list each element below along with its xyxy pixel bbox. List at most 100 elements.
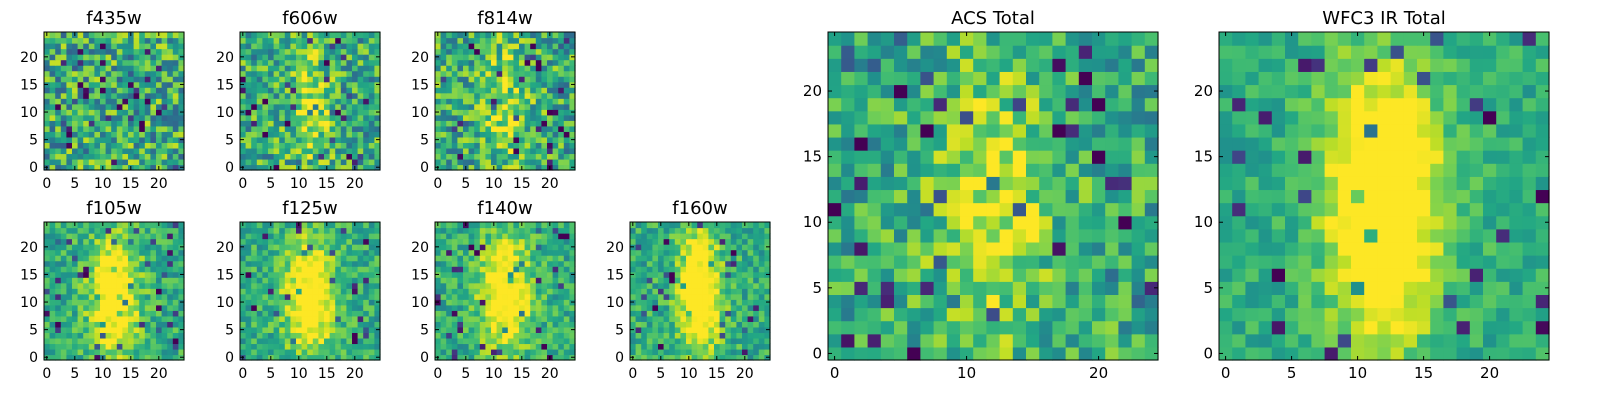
- heatmap-cell: [457, 65, 464, 72]
- heatmap-cell: [697, 293, 704, 300]
- heatmap-cell: [296, 293, 303, 300]
- heatmap-cell: [479, 43, 486, 50]
- heatmap-cell: [262, 109, 269, 116]
- heatmap-cell: [324, 244, 331, 251]
- heatmap-cell: [290, 233, 297, 240]
- heatmap-cell: [66, 120, 73, 127]
- heatmap-cell: [524, 103, 531, 110]
- heatmap-cell: [674, 244, 681, 251]
- heatmap-cell: [172, 222, 179, 229]
- heatmap-cell: [1039, 228, 1053, 243]
- heatmap-cell: [446, 37, 453, 44]
- heatmap-cell: [312, 70, 319, 77]
- heatmap-cell: [139, 131, 146, 138]
- heatmap-cell: [240, 227, 247, 234]
- heatmap-cell: [1065, 294, 1080, 309]
- heatmap-cell: [83, 293, 90, 300]
- heatmap-cell: [340, 87, 347, 94]
- heatmap-cell: [122, 266, 129, 273]
- heatmap-cell: [524, 131, 531, 138]
- heatmap-cell: [742, 255, 749, 262]
- y-tick-label: 0: [615, 350, 624, 366]
- heatmap-cell: [307, 315, 314, 322]
- heatmap-cell: [94, 293, 101, 300]
- heatmap-cell: [730, 354, 737, 361]
- heatmap-cell: [116, 54, 123, 61]
- heatmap-cell: [77, 109, 84, 116]
- heatmap-cell: [1052, 307, 1067, 322]
- heatmap-cell: [507, 103, 514, 110]
- heatmap-cell: [139, 222, 146, 229]
- heatmap-cell: [502, 92, 509, 99]
- heatmap-cell: [301, 343, 308, 350]
- heatmap-cell: [479, 244, 486, 251]
- heatmap-cell: [507, 136, 514, 143]
- heatmap-cell: [563, 37, 570, 44]
- heatmap-cell: [535, 227, 542, 234]
- heatmap-cell: [1052, 281, 1067, 295]
- heatmap-cell: [172, 76, 179, 83]
- heatmap-cell: [105, 282, 112, 289]
- heatmap-cell: [144, 114, 151, 121]
- heatmap-cell: [346, 260, 353, 267]
- heatmap-cell: [156, 109, 163, 116]
- heatmap-cell: [172, 271, 179, 278]
- heatmap-cell: [324, 282, 331, 289]
- heatmap-cell: [94, 233, 101, 240]
- heatmap-cell: [340, 244, 347, 251]
- heatmap-cell: [479, 266, 486, 273]
- heatmap-cell: [691, 249, 698, 256]
- heatmap-cell: [440, 32, 447, 39]
- heatmap-cell: [167, 332, 174, 339]
- heatmap-cell: [435, 70, 442, 77]
- heatmap-cell: [558, 81, 565, 88]
- heatmap-cell: [753, 288, 760, 295]
- heatmap-cell: [463, 87, 470, 94]
- heatmap-cell: [83, 222, 90, 229]
- heatmap-cell: [960, 268, 974, 282]
- heatmap-cell: [758, 277, 765, 284]
- heatmap-cell: [49, 293, 56, 300]
- heatmap-cell: [49, 136, 56, 143]
- heatmap-cell: [986, 163, 1001, 177]
- heatmap-cell: [273, 354, 280, 361]
- heatmap-cell: [894, 189, 908, 204]
- heatmap-cell: [312, 260, 319, 267]
- heatmap-cell: [854, 281, 869, 295]
- heatmap-cell: [307, 98, 314, 105]
- heatmap-cell: [714, 255, 721, 262]
- heatmap-cell: [245, 87, 252, 94]
- heatmap-cell: [256, 321, 263, 328]
- heatmap-cell: [268, 98, 275, 105]
- heatmap-cell: [502, 255, 509, 262]
- heatmap-cell: [474, 293, 481, 300]
- heatmap-cell: [663, 222, 670, 229]
- heatmap-cell: [284, 337, 291, 345]
- heatmap-cell: [307, 65, 314, 72]
- heatmap-cell: [541, 142, 548, 149]
- heatmap-cell: [128, 332, 135, 339]
- heatmap-cell: [457, 282, 464, 289]
- heatmap-cell: [256, 120, 263, 127]
- heatmap-cell: [335, 271, 342, 278]
- heatmap-cell: [318, 92, 325, 99]
- heatmap-cell: [172, 147, 179, 155]
- heatmap-cell: [440, 271, 447, 278]
- heatmap-cell: [307, 249, 314, 256]
- heatmap-cell: [156, 282, 163, 289]
- heatmap-cell: [161, 147, 168, 155]
- heatmap-cell: [513, 59, 520, 66]
- heatmap-cell: [172, 260, 179, 267]
- heatmap-cell: [335, 315, 342, 322]
- heatmap-cell: [686, 244, 693, 251]
- heatmap-cell: [680, 260, 687, 267]
- heatmap-cell: [66, 299, 73, 306]
- heatmap-cell: [541, 266, 548, 273]
- heatmap-cell: [1039, 189, 1053, 204]
- heatmap-cell: [457, 255, 464, 262]
- heatmap-cell: [435, 153, 442, 160]
- heatmap-cell: [519, 227, 526, 234]
- heatmap-cell: [563, 98, 570, 105]
- heatmap-cell: [88, 277, 95, 284]
- heatmap-cell: [1144, 241, 1159, 256]
